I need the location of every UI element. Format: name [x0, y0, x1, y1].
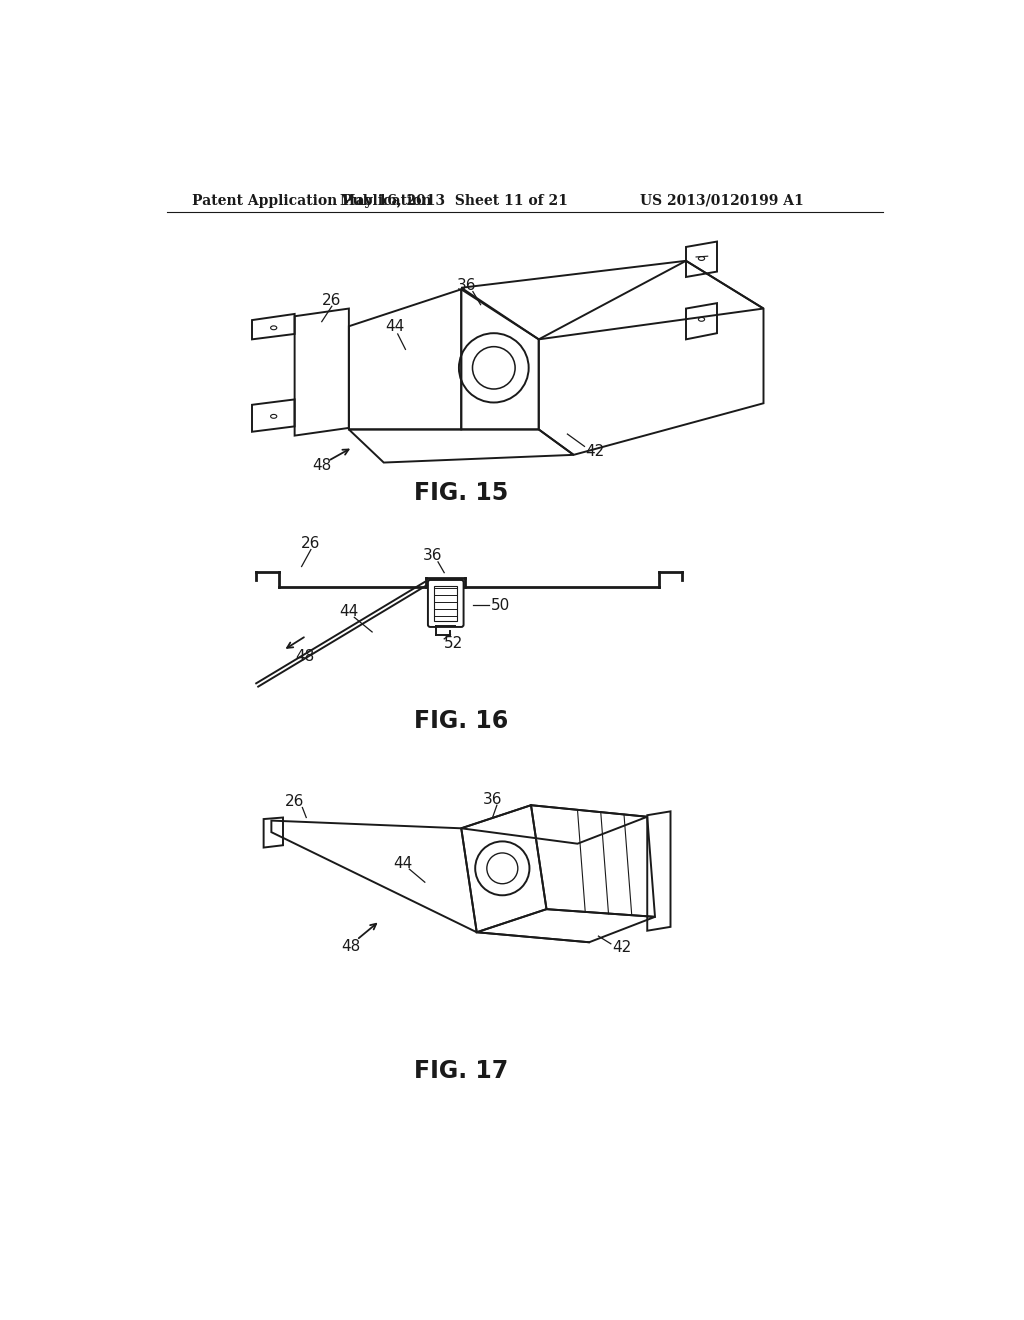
Text: 50: 50	[490, 598, 510, 612]
Text: 42: 42	[612, 940, 632, 956]
Text: 44: 44	[339, 603, 358, 619]
Text: 44: 44	[386, 318, 406, 334]
Text: 44: 44	[393, 857, 413, 871]
Text: 36: 36	[457, 279, 476, 293]
Text: 26: 26	[285, 793, 304, 809]
Text: 52: 52	[444, 636, 464, 651]
Bar	[434, 586, 458, 620]
Text: 26: 26	[301, 536, 321, 550]
Text: 48: 48	[342, 940, 360, 954]
Text: 48: 48	[312, 458, 332, 473]
Text: US 2013/0120199 A1: US 2013/0120199 A1	[640, 194, 803, 207]
Text: May 16, 2013  Sheet 11 of 21: May 16, 2013 Sheet 11 of 21	[340, 194, 567, 207]
Text: 42: 42	[586, 444, 604, 458]
Text: FIG. 16: FIG. 16	[414, 709, 508, 733]
Text: 26: 26	[322, 293, 341, 309]
Text: FIG. 15: FIG. 15	[414, 482, 508, 506]
Text: FIG. 17: FIG. 17	[414, 1059, 508, 1082]
Text: Patent Application Publication: Patent Application Publication	[193, 194, 432, 207]
Text: 36: 36	[482, 792, 502, 807]
Text: 48: 48	[295, 649, 314, 664]
Text: 36: 36	[423, 548, 442, 564]
